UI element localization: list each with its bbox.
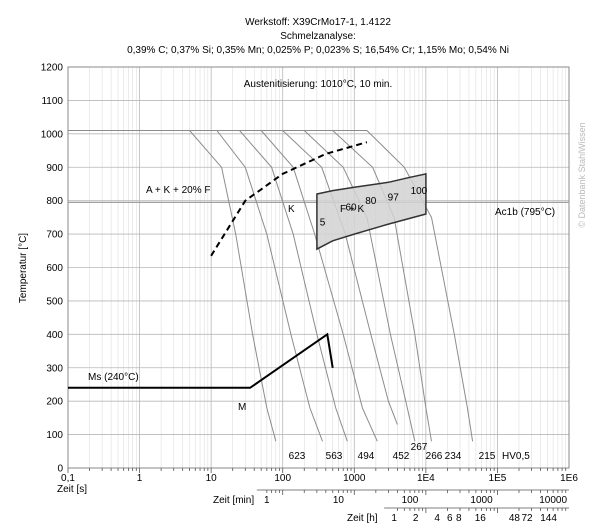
y-tick-label: 0 bbox=[57, 464, 63, 475]
watermark: © Datenbank StahlWissen bbox=[577, 122, 587, 227]
hardness-label: 452 bbox=[393, 451, 410, 462]
hardness-label: 563 bbox=[326, 451, 343, 462]
y-tick-label: 600 bbox=[46, 263, 63, 274]
y-tick-label: 200 bbox=[46, 397, 63, 408]
major-grid bbox=[67, 66, 570, 469]
x-tick-label: 1000 bbox=[470, 495, 493, 506]
x-tick-label: 16 bbox=[475, 513, 487, 524]
x-tick-label: 10 bbox=[206, 473, 218, 484]
ms-label: Ms (240°C) bbox=[88, 372, 139, 383]
x-axes: 0,1 1 10 100 1000 1E4 1E5 1E6 Zeit [s] 1 10 100 1000… bbox=[57, 468, 578, 524]
y-tick-label: 500 bbox=[46, 296, 63, 307]
y-tick-label: 100 bbox=[46, 430, 63, 441]
x-tick-label: 144 bbox=[540, 513, 557, 524]
x-tick-label: 100 bbox=[274, 473, 291, 484]
austenitization-label: Austenitisierung: 1010°C, 10 min. bbox=[244, 79, 393, 90]
y-axis-label: Temperatur [°C] bbox=[18, 233, 29, 303]
y-tick-label: 800 bbox=[46, 196, 63, 207]
carbide-label: K bbox=[288, 204, 295, 215]
x-tick-label: 1E5 bbox=[489, 473, 507, 484]
ferrite-start-line bbox=[210, 141, 368, 257]
hardness-unit-label: HV0,5 bbox=[502, 451, 530, 462]
y-tick-label: 700 bbox=[46, 230, 63, 241]
x-axis-label: Zeit [h] bbox=[347, 513, 378, 524]
x-tick-label: 72 bbox=[521, 513, 533, 524]
ac1b-label: Ac1b (795°C) bbox=[495, 207, 555, 218]
x-tick-label: 10 bbox=[333, 495, 345, 506]
header-material: Werkstoff: X39CrMo17-1, 1.4122 bbox=[245, 17, 391, 28]
cooling-curve bbox=[68, 130, 277, 442]
y-tick-label: 1100 bbox=[41, 96, 63, 107]
x-tick-label: 48 bbox=[509, 513, 521, 524]
x-tick-label: 1E6 bbox=[560, 473, 578, 484]
cooling-curve bbox=[68, 130, 378, 442]
ferrite-percent-label: 97 bbox=[388, 193, 400, 204]
x-axis-label: Zeit [min] bbox=[213, 495, 254, 506]
ferrite-region: 5 60 80 97 100 bbox=[316, 172, 428, 251]
y-tick-label: 900 bbox=[46, 163, 63, 174]
y-tick-label: 1200 bbox=[41, 63, 64, 74]
header-analysis-title: Schmelzanalyse: bbox=[280, 31, 356, 42]
x-tick-label: 6 bbox=[447, 513, 453, 524]
hardness-label: 234 bbox=[445, 451, 462, 462]
hardness-label: 494 bbox=[358, 451, 375, 462]
x-tick-label: 1 bbox=[264, 495, 270, 506]
x-tick-label: 4 bbox=[434, 513, 440, 524]
x-tick-label: 1 bbox=[137, 473, 143, 484]
x-tick-label: 2 bbox=[413, 513, 419, 524]
x-tick-label: 1E4 bbox=[417, 473, 435, 484]
y-tick-label: 1000 bbox=[41, 129, 64, 140]
martensite-label: M bbox=[238, 402, 246, 413]
y-axis-ticks: 0 100 200 300 400 500 600 700 800 900 1000 1100 1200 bbox=[41, 63, 64, 475]
x-tick-label: 0,1 bbox=[61, 473, 75, 484]
y-tick-label: 300 bbox=[46, 363, 63, 374]
hardness-label: 623 bbox=[289, 451, 306, 462]
ferrite-percent-label: 60 bbox=[345, 203, 357, 214]
ferrite-carbide-label: F + K bbox=[340, 204, 365, 215]
x-tick-label: 1 bbox=[391, 513, 397, 524]
x-tick-label: 10000 bbox=[539, 495, 567, 506]
cooling-curve bbox=[68, 130, 474, 442]
hardness-label: 266 bbox=[426, 451, 443, 462]
cooling-curve bbox=[68, 130, 432, 442]
x-axis-label: Zeit [s] bbox=[57, 484, 87, 495]
ferrite-percent-label: 5 bbox=[320, 218, 326, 229]
x-tick-label: 1000 bbox=[343, 473, 366, 484]
plot-frame bbox=[67, 66, 570, 469]
x-tick-label: 100 bbox=[402, 495, 419, 506]
ferrite-percent-label: 80 bbox=[365, 196, 377, 207]
akf-label: A + K + 20% F bbox=[146, 185, 210, 196]
cooling-curve bbox=[68, 130, 416, 442]
y-tick-label: 400 bbox=[46, 330, 63, 341]
ferrite-percent-label: 100 bbox=[411, 186, 428, 197]
martensite-start-line bbox=[68, 332, 334, 389]
header-composition: 0,39% C; 0,37% Si; 0,35% Mn; 0,025% P; 0… bbox=[127, 45, 509, 56]
ferrite-area bbox=[316, 172, 427, 251]
x-tick-label: 8 bbox=[456, 513, 462, 524]
hardness-label: 267 bbox=[411, 442, 428, 453]
hardness-label: 215 bbox=[479, 451, 496, 462]
